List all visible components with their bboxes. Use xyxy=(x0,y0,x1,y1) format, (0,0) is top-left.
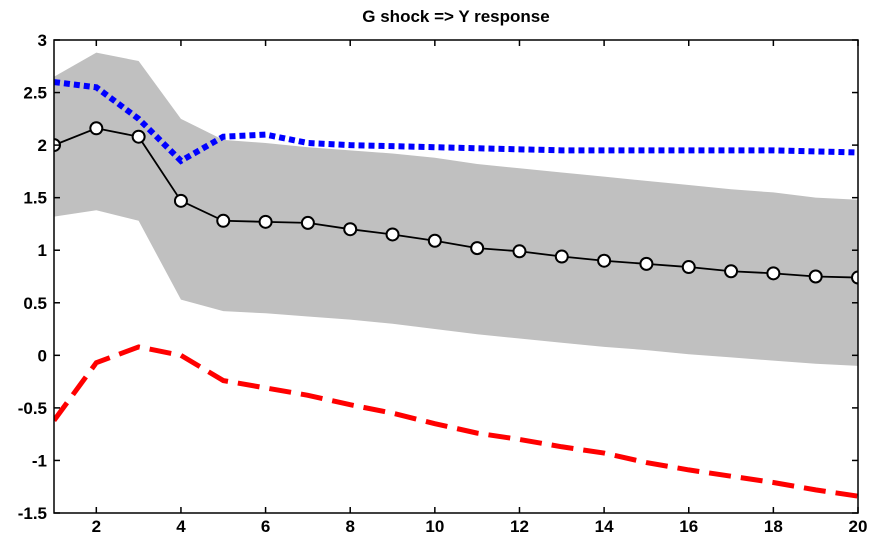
y-tick-label: -1.5 xyxy=(18,504,47,523)
x-tick-label: 16 xyxy=(679,517,698,536)
y-tick-label: 2 xyxy=(38,136,47,155)
confidence-band xyxy=(54,52,858,366)
data-point xyxy=(89,121,104,136)
y-tick-label: 0 xyxy=(38,346,47,365)
data-point xyxy=(343,222,358,237)
y-tick-label: 3 xyxy=(38,31,47,50)
x-tick-label: 12 xyxy=(510,517,529,536)
data-point xyxy=(724,264,739,279)
data-point xyxy=(681,260,696,275)
y-tick-label: 0.5 xyxy=(23,294,47,313)
data-point xyxy=(512,244,527,259)
y-tick-label: 1.5 xyxy=(23,189,47,208)
x-tick-label: 14 xyxy=(595,517,614,536)
data-point xyxy=(385,227,400,242)
data-point xyxy=(131,129,146,144)
x-tick-label: 10 xyxy=(425,517,444,536)
data-point xyxy=(300,215,315,230)
series-layer xyxy=(54,79,858,499)
data-point xyxy=(216,213,231,228)
chart-title: G shock => Y response xyxy=(362,7,549,26)
x-tick-label: 4 xyxy=(176,517,186,536)
data-point xyxy=(470,241,485,256)
y-tick-label: 2.5 xyxy=(23,84,47,103)
x-tick-label: 8 xyxy=(345,517,354,536)
plot-frame xyxy=(53,39,859,514)
confidence-band-layer xyxy=(54,52,858,366)
data-point xyxy=(427,233,442,248)
data-point xyxy=(808,269,823,284)
data-point xyxy=(597,253,612,268)
data-point xyxy=(766,266,781,281)
x-tick-label: 20 xyxy=(849,517,868,536)
y-tick-label: -0.5 xyxy=(18,399,47,418)
data-point xyxy=(554,249,569,264)
y-tick-label: 1 xyxy=(38,241,47,260)
x-tick-label: 18 xyxy=(764,517,783,536)
series-line-dotted xyxy=(54,79,858,165)
x-tick-label: 6 xyxy=(261,517,270,536)
data-point xyxy=(639,256,654,271)
series-line-solid-circles xyxy=(54,127,858,279)
data-point xyxy=(258,214,273,229)
data-point xyxy=(173,193,188,208)
x-tick-label: 2 xyxy=(92,517,101,536)
data-point xyxy=(851,270,858,285)
axis-layer: 2 4 6 8 10 12 14 16 18 20 -1.5 -1 -0.5 0 0.5 1 1.5 2 2.5 3 xyxy=(18,31,868,536)
series-line-dashed xyxy=(54,344,858,499)
y-tick-label: -1 xyxy=(32,451,47,470)
